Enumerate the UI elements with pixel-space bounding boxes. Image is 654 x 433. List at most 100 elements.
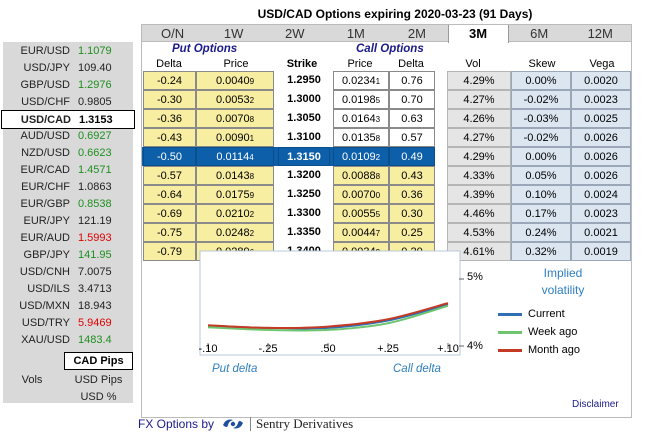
cell-value: 4.39% xyxy=(463,189,495,201)
cell-value: 0.10% xyxy=(525,189,557,201)
tab-1m[interactable]: 1M xyxy=(346,26,365,41)
cell-value: 0.43 xyxy=(401,170,423,182)
series-line-month-ago xyxy=(207,302,449,329)
cell-call-price: 0.00447 xyxy=(333,223,389,242)
pair-row-nzd-usd[interactable]: NZD/USD 0.6623 xyxy=(3,144,133,163)
pair-row-aud-usd[interactable]: AUD/USD 0.6927 xyxy=(3,127,133,146)
cell-vol: 4.39% xyxy=(447,185,511,204)
cell-skew: -0.03% xyxy=(511,109,571,128)
cell-value: -0.36 xyxy=(156,113,183,125)
cell-value: 0.0175 xyxy=(215,189,250,201)
tab-12m[interactable]: 12M xyxy=(587,26,613,41)
cell-put-price: 0.02482 xyxy=(196,223,274,242)
cell-put-price: 0.00901 xyxy=(196,128,274,147)
cell-value: 4.27% xyxy=(463,132,495,144)
cell-value: 0.0135 xyxy=(341,132,376,144)
cell-subdigit: 8 xyxy=(249,172,255,181)
units-cad-pips[interactable]: CAD Pips xyxy=(64,352,133,370)
pair-row-usd-mxn[interactable]: USD/MXN 18.943 xyxy=(3,297,133,316)
legend-label: Month ago xyxy=(528,344,580,356)
pair-price: 7.0075 xyxy=(78,266,112,278)
cell-subdigit: 5 xyxy=(375,96,381,105)
cell-value: -0.02% xyxy=(523,94,559,106)
cell-call-price: 0.02341 xyxy=(333,71,389,90)
units-usd-pips[interactable]: USD Pips xyxy=(74,374,123,386)
cell-put-delta: -0.43 xyxy=(143,128,196,147)
pair-row-usd-chf[interactable]: USD/CHF 0.9805 xyxy=(3,93,133,112)
legend-title: Implied volatility xyxy=(541,266,585,297)
pair-row-eur-aud[interactable]: EUR/AUD 1.5993 xyxy=(3,229,133,248)
cell-value: 1.3300 xyxy=(287,207,321,219)
cell-skew: 0.10% xyxy=(511,185,571,204)
cell-subdigit: 8 xyxy=(375,172,381,181)
series-line-week-ago xyxy=(207,304,449,332)
pair-row-eur-jpy[interactable]: EUR/JPY 121.19 xyxy=(3,212,133,231)
pair-row-xau-usd[interactable]: XAU/USD 1483.4 xyxy=(3,331,133,350)
x-tick-label: +.25 xyxy=(377,343,399,355)
pair-price: 18.943 xyxy=(78,300,112,312)
cell-call-delta: 0.70 xyxy=(389,90,435,109)
tab-2m[interactable]: 2M xyxy=(407,26,426,41)
pair-price: 1.4571 xyxy=(78,164,112,176)
cell-value: 4.61% xyxy=(463,246,495,258)
pair-price: 3.4713 xyxy=(78,283,112,295)
pair-row-usd-cnh[interactable]: USD/CNH 7.0075 xyxy=(3,263,133,282)
pair-row-eur-chf[interactable]: EUR/CHF 1.0863 xyxy=(3,178,133,197)
units-vols[interactable]: Vols xyxy=(21,374,43,386)
cell-put-price: 0.00409 xyxy=(196,71,274,90)
cell-vega: 0.0025 xyxy=(571,109,631,128)
call-delta-label: Call delta xyxy=(393,363,441,375)
pair-row-usd-ils[interactable]: USD/ILS 3.4713 xyxy=(3,280,133,299)
footer-brand: Sentry Derivatives xyxy=(256,416,354,431)
cell-subdigit: 1 xyxy=(375,77,381,86)
cell-value: 0.76 xyxy=(401,75,423,87)
pair-row-eur-usd[interactable]: EUR/USD 1.1079 xyxy=(3,42,133,61)
cell-call-delta: 0.57 xyxy=(389,128,435,147)
units-usd-pct[interactable]: USD % xyxy=(80,391,117,403)
cell-value: 4.29% xyxy=(463,151,495,163)
legend-current: Current xyxy=(498,306,565,322)
cell-value: -0.57 xyxy=(156,170,183,182)
cell-strike: 1.3150 xyxy=(278,147,330,166)
pair-price: 1.5993 xyxy=(78,232,112,244)
disclaimer-link[interactable]: Disclaimer xyxy=(572,399,619,410)
cell-put-delta: -0.36 xyxy=(143,109,196,128)
pair-row-usd-try[interactable]: USD/TRY 5.9469 xyxy=(3,314,133,333)
tab-on[interactable]: O/N xyxy=(160,26,185,41)
cell-vega: 0.0026 xyxy=(571,147,631,166)
cell-vol: 4.27% xyxy=(447,90,511,109)
pair-name: USD/JPY xyxy=(23,62,70,74)
pair-name: GBP/JPY xyxy=(23,249,70,261)
pair-row-eur-cad[interactable]: EUR/CAD 1.4571 xyxy=(3,161,133,180)
cell-value: 0.0023 xyxy=(584,94,618,106)
cell-put-price: 0.01438 xyxy=(196,166,274,185)
tab-1w[interactable]: 1W xyxy=(223,26,244,41)
pair-row-gbp-usd[interactable]: GBP/USD 1.2976 xyxy=(3,76,133,95)
footer-prefix: FX Options by xyxy=(138,417,215,431)
cell-vega: 0.0021 xyxy=(571,223,631,242)
pair-row-usd-jpy[interactable]: USD/JPY 109.40 xyxy=(3,59,133,78)
cell-put-price: 0.01144 xyxy=(196,147,274,166)
cell-value: 0.0025 xyxy=(584,113,618,125)
cell-call-price: 0.01358 xyxy=(333,128,389,147)
pair-row-usd-cad[interactable]: USD/CAD 1.3153 xyxy=(1,110,135,129)
cell-subdigit: 1 xyxy=(249,134,255,143)
tab-2w[interactable]: 2W xyxy=(284,26,305,41)
cell-skew: -0.02% xyxy=(511,90,571,109)
cell-skew: 0.24% xyxy=(511,223,571,242)
cell-subdigit: 9 xyxy=(249,77,255,86)
cell-call-price: 0.00555 xyxy=(333,204,389,223)
cell-value: 0.17% xyxy=(525,208,557,220)
cell-value: -0.79 xyxy=(156,246,183,258)
cell-subdigit: 5 xyxy=(375,210,381,219)
cell-value: 0.70 xyxy=(401,94,423,106)
cell-value: 1.3350 xyxy=(287,226,321,238)
cell-skew: 0.32% xyxy=(511,242,571,261)
cell-vol: 4.27% xyxy=(447,128,511,147)
pair-row-gbp-jpy[interactable]: GBP/JPY 141.95 xyxy=(3,246,133,265)
units-selector: CAD Pips Vols USD Pips USD % xyxy=(3,349,133,403)
tab-3m[interactable]: 3M xyxy=(447,25,509,43)
pair-row-eur-gbp[interactable]: EUR/GBP 0.8538 xyxy=(3,195,133,214)
footer: FX Options by Sentry Derivatives xyxy=(138,415,353,433)
tab-6m[interactable]: 6M xyxy=(530,26,549,41)
